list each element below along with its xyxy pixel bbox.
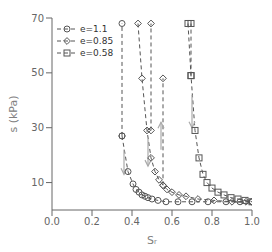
svg-text:10: 10 [31, 177, 44, 188]
svg-text:70: 70 [31, 13, 44, 24]
svg-text:0.0: 0.0 [44, 216, 60, 227]
svg-text:0.4: 0.4 [124, 216, 140, 227]
svg-text:0.8: 0.8 [204, 216, 220, 227]
svg-text:1.0: 1.0 [244, 216, 260, 227]
svg-text:0.6: 0.6 [164, 216, 180, 227]
svg-text:0.2: 0.2 [84, 216, 100, 227]
svg-text:Sᵣ: Sᵣ [147, 234, 157, 244]
html-text:e=0.58: e=0.58 [80, 48, 114, 58]
svg-text:50: 50 [31, 67, 44, 78]
html-text:e=1.1: e=1.1 [80, 24, 108, 34]
html-text:e=0.85: e=0.85 [80, 36, 114, 46]
svg-text:s (kPa): s (kPa) [8, 95, 20, 132]
svg-text:30: 30 [31, 122, 44, 133]
